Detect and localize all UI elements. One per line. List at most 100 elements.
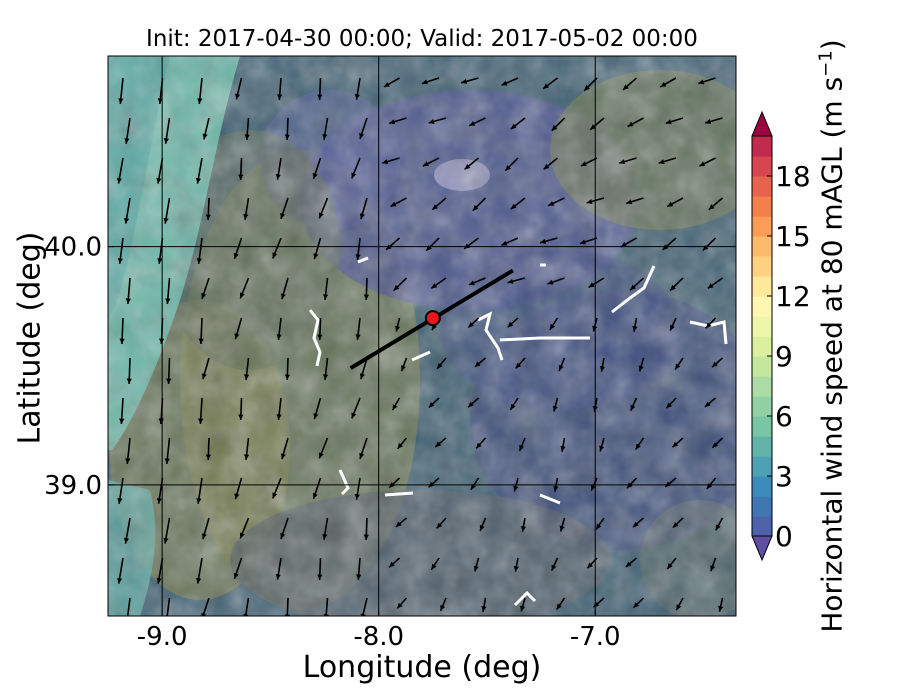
wind-vector <box>388 557 401 568</box>
colorbar-tick-label: 0 <box>775 520 793 553</box>
wind-vector <box>323 357 329 380</box>
colorbar-segment <box>752 176 772 197</box>
wind-vector <box>422 157 440 167</box>
wind-vector <box>588 277 605 289</box>
wind-vector <box>625 557 638 568</box>
wind-vector <box>520 517 526 532</box>
wind-vector <box>195 157 203 184</box>
wind-vector <box>388 477 401 489</box>
wind-vector <box>542 77 558 90</box>
wind-vector <box>586 197 605 204</box>
wind-vector <box>421 77 440 85</box>
wind-vector <box>599 357 605 372</box>
zero-wind-contour <box>611 265 656 314</box>
zero-wind-contour <box>308 309 322 367</box>
wind-vector <box>553 477 559 492</box>
wind-vector <box>675 597 684 611</box>
terrain-texture <box>108 56 736 616</box>
wind-vector <box>589 117 605 131</box>
wind-vector <box>467 317 480 329</box>
wind-vector <box>592 317 598 332</box>
wind-vector <box>710 557 717 572</box>
colorbar-segment <box>752 136 772 157</box>
wind-vector <box>549 317 559 331</box>
colorbar-tick-label: 3 <box>775 460 793 493</box>
wind-vector <box>119 397 125 425</box>
wind-vector <box>715 517 724 531</box>
wind-vector <box>559 517 566 532</box>
colorbar-extend-max <box>751 110 773 137</box>
wind-vector <box>233 557 243 580</box>
wind-vector <box>201 517 210 540</box>
wind-vector <box>276 317 282 340</box>
site-marker <box>424 310 441 327</box>
wind-vector <box>552 397 559 412</box>
wind-vector <box>518 437 526 452</box>
wind-vector <box>590 477 598 492</box>
colorbar-tick-label: 9 <box>775 340 793 373</box>
wind-vector <box>351 157 361 179</box>
wind-vector <box>196 237 203 264</box>
colorbar-segment <box>752 296 772 317</box>
wind-vector <box>515 357 526 369</box>
colorbar-segment <box>752 396 772 417</box>
wind-vector <box>355 317 361 340</box>
zero-wind-contour <box>357 256 369 264</box>
wind-vector <box>558 357 566 372</box>
wind-vector <box>550 557 559 572</box>
wind-vector <box>579 237 598 245</box>
wind-vector <box>363 517 369 541</box>
wind-vector <box>464 157 480 171</box>
zero-wind-contour <box>477 311 504 361</box>
wind-vector <box>156 557 164 584</box>
wind-vector <box>662 237 677 251</box>
wind-vector <box>165 277 171 304</box>
wind-vector <box>704 117 723 124</box>
wind-vector <box>238 157 244 181</box>
wind-vector <box>239 277 250 299</box>
wind-vector <box>123 517 131 544</box>
wind-vector <box>666 557 677 570</box>
wind-vector <box>312 477 322 500</box>
wind-vector <box>276 397 282 420</box>
colorbar-segment <box>752 236 772 257</box>
wind-vector <box>551 117 566 132</box>
colorbar-segment <box>752 456 772 477</box>
wind-vector <box>599 437 605 452</box>
wind-vector <box>391 397 401 411</box>
colorbar-segment <box>752 496 772 517</box>
wind-vector <box>317 317 323 341</box>
colorbar-tick-label: 6 <box>775 400 793 433</box>
wind-vector <box>126 357 132 385</box>
wind-vector <box>312 157 322 180</box>
wind-vector <box>275 557 282 580</box>
wind-vector <box>595 517 605 531</box>
wind-vector <box>707 277 723 290</box>
wind-vector <box>629 397 638 412</box>
colorbar-segment <box>752 196 772 217</box>
wind-vector <box>626 197 644 205</box>
wind-vector <box>501 237 519 246</box>
wind-vector <box>513 557 519 572</box>
wind-vector <box>385 237 401 251</box>
wind-vector <box>317 557 323 581</box>
wind-vector <box>202 117 210 140</box>
colorbar-segment <box>752 276 772 297</box>
zero-wind-contour <box>499 336 590 342</box>
wind-vector <box>555 597 566 611</box>
wind-vector <box>547 197 565 207</box>
wind-vector <box>201 357 210 380</box>
wind-vector <box>166 357 172 385</box>
wind-vector <box>474 357 487 368</box>
colorbar-segment <box>752 516 772 537</box>
wind-vector <box>163 517 171 544</box>
wind-vector <box>323 277 329 300</box>
wind-vector <box>196 557 203 584</box>
wind-vector <box>669 317 677 332</box>
wind-vector <box>460 77 479 84</box>
wind-vector <box>470 477 480 491</box>
wind-vector <box>520 597 526 612</box>
wind-vector <box>430 277 447 290</box>
wind-vector <box>354 477 361 500</box>
